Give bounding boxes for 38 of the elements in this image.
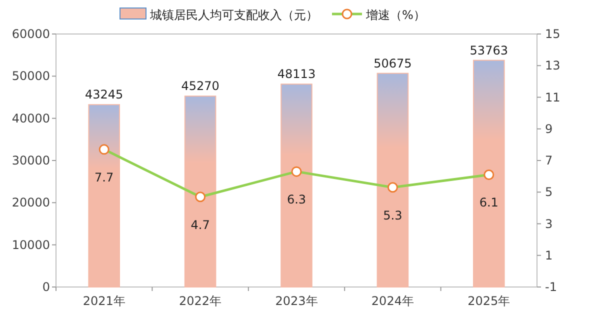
y-tick-label: 40000 [12, 111, 50, 126]
y2-tick-label: 1 [545, 248, 553, 262]
bar [88, 104, 120, 288]
data-label: 5.3 [383, 208, 402, 222]
data-label: 43245 [85, 88, 124, 102]
data-label: 50675 [374, 56, 412, 70]
data-label: 6.1 [479, 196, 498, 210]
data-label: 6.3 [286, 192, 306, 207]
y-tick-label: 50000 [12, 69, 50, 84]
y-tick-label: 10000 [12, 238, 50, 252]
x-tick-label: 2024年 [371, 294, 414, 308]
y2-tick-label: 9 [545, 122, 553, 136]
y2-tick-label: 13 [545, 58, 560, 73]
data-label: 45270 [181, 79, 220, 94]
data-label: 53763 [470, 43, 508, 58]
legend-label: 增速（%） [365, 8, 426, 22]
bar [184, 96, 216, 288]
data-label: 4.7 [190, 218, 210, 232]
y-tick-label: 30000 [12, 154, 50, 168]
y2-tick-label: 11 [545, 90, 560, 104]
y2-tick-label: -1 [545, 280, 557, 294]
y2-tick-label: 5 [545, 185, 553, 200]
bar [280, 84, 312, 288]
y2-tick-label: 3 [545, 216, 553, 231]
y-tick-label: 60000 [12, 27, 50, 41]
y-tick-label: 20000 [12, 196, 50, 210]
y-tick-label: 0 [42, 280, 50, 294]
y2-tick-label: 15 [545, 27, 560, 41]
bar [473, 60, 505, 288]
x-tick-label: 2025年 [468, 294, 510, 308]
y2-tick-label: 7 [545, 154, 553, 168]
legend-label: 城镇居民人均可支配收入（元） [149, 8, 318, 22]
bar [376, 72, 409, 288]
data-label: 48113 [277, 67, 316, 82]
x-tick-label: 2023年 [275, 294, 318, 308]
x-tick-label: 2022年 [179, 294, 222, 308]
data-label: 7.7 [94, 170, 114, 184]
x-tick-label: 2021年 [82, 294, 126, 308]
